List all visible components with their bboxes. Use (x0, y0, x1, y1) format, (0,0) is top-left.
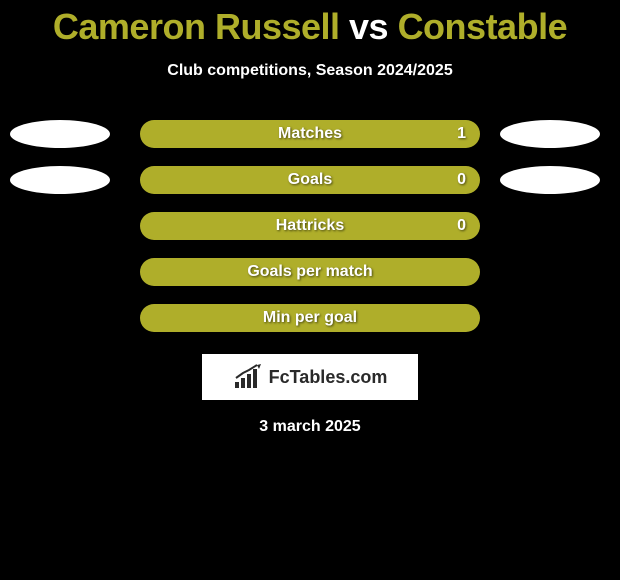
stat-bar: Min per goal (140, 304, 480, 332)
stat-row: Goals per match (0, 258, 620, 286)
left-value-oval (10, 166, 110, 194)
stat-value: 0 (457, 217, 466, 235)
right-value-oval (500, 166, 600, 194)
fctables-text: FcTables.com (269, 367, 388, 388)
date-label: 3 march 2025 (0, 418, 620, 436)
right-value-oval (500, 120, 600, 148)
stat-label: Min per goal (263, 309, 357, 327)
stat-rows: Matches 1 Goals 0 Hattricks 0 Goals per match M… (0, 120, 620, 332)
subtitle: Club competitions, Season 2024/2025 (0, 62, 620, 80)
stat-label: Goals (288, 171, 332, 189)
left-value-oval (10, 120, 110, 148)
vs-separator: vs (340, 6, 398, 47)
stat-label: Matches (278, 125, 342, 143)
stat-row: Hattricks 0 (0, 212, 620, 240)
stat-label: Goals per match (247, 263, 372, 281)
stat-bar: Goals per match (140, 258, 480, 286)
stat-row: Goals 0 (0, 166, 620, 194)
stat-bar: Goals 0 (140, 166, 480, 194)
fctables-icon (233, 364, 263, 390)
stat-bar: Matches 1 (140, 120, 480, 148)
player2-name: Constable (398, 6, 568, 47)
stat-value: 1 (457, 125, 466, 143)
player1-name: Cameron Russell (53, 6, 340, 47)
stat-value: 0 (457, 171, 466, 189)
stat-row: Matches 1 (0, 120, 620, 148)
stat-label: Hattricks (276, 217, 344, 235)
stat-bar: Hattricks 0 (140, 212, 480, 240)
source-logo: FcTables.com (202, 354, 418, 400)
stat-row: Min per goal (0, 304, 620, 332)
comparison-title: Cameron Russell vs Constable (0, 0, 620, 48)
